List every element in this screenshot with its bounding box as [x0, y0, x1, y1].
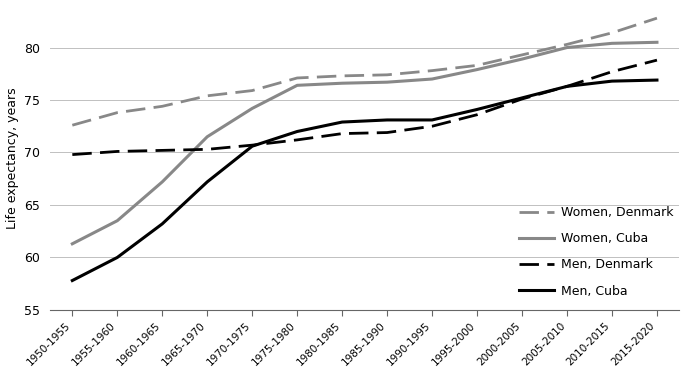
- Men, Denmark: [428, 124, 436, 128]
- Men, Cuba: [293, 129, 301, 134]
- Men, Cuba: [248, 144, 256, 148]
- Men, Denmark: [68, 152, 77, 157]
- Women, Cuba: [653, 40, 661, 44]
- Women, Denmark: [113, 110, 121, 115]
- Men, Denmark: [653, 58, 661, 62]
- Men, Denmark: [473, 113, 481, 117]
- Men, Denmark: [203, 147, 212, 151]
- Men, Denmark: [608, 69, 616, 74]
- Men, Denmark: [293, 138, 301, 142]
- Women, Cuba: [518, 57, 526, 61]
- Women, Cuba: [248, 106, 256, 111]
- Men, Cuba: [338, 120, 346, 124]
- Women, Denmark: [653, 16, 661, 21]
- Men, Cuba: [428, 118, 436, 122]
- Men, Cuba: [518, 96, 526, 100]
- Line: Men, Cuba: Men, Cuba: [73, 80, 657, 280]
- Women, Cuba: [608, 41, 616, 46]
- Men, Cuba: [68, 278, 77, 283]
- Men, Cuba: [563, 84, 571, 89]
- Women, Cuba: [428, 77, 436, 81]
- Y-axis label: Life expectancy, years: Life expectancy, years: [5, 87, 18, 229]
- Line: Men, Denmark: Men, Denmark: [73, 60, 657, 154]
- Women, Denmark: [203, 94, 212, 98]
- Women, Denmark: [248, 88, 256, 93]
- Women, Cuba: [68, 242, 77, 246]
- Legend: Women, Denmark, Women, Cuba, Men, Denmark, Men, Cuba: Women, Denmark, Women, Cuba, Men, Denmar…: [519, 206, 673, 298]
- Women, Denmark: [608, 31, 616, 35]
- Men, Cuba: [608, 79, 616, 83]
- Men, Cuba: [653, 78, 661, 82]
- Women, Denmark: [428, 68, 436, 73]
- Men, Denmark: [563, 84, 571, 89]
- Men, Denmark: [338, 131, 346, 136]
- Men, Cuba: [383, 118, 391, 122]
- Men, Cuba: [158, 222, 166, 226]
- Women, Cuba: [338, 81, 346, 85]
- Men, Denmark: [158, 148, 166, 153]
- Women, Cuba: [383, 80, 391, 84]
- Line: Women, Denmark: Women, Denmark: [73, 18, 657, 125]
- Women, Cuba: [473, 68, 481, 72]
- Women, Cuba: [203, 135, 212, 139]
- Women, Denmark: [158, 104, 166, 109]
- Women, Denmark: [563, 42, 571, 47]
- Men, Cuba: [473, 107, 481, 112]
- Men, Denmark: [113, 149, 121, 154]
- Men, Cuba: [113, 255, 121, 260]
- Men, Denmark: [383, 130, 391, 135]
- Women, Denmark: [473, 63, 481, 68]
- Women, Denmark: [68, 123, 77, 128]
- Men, Denmark: [518, 97, 526, 101]
- Women, Denmark: [293, 76, 301, 80]
- Women, Cuba: [563, 45, 571, 50]
- Women, Denmark: [383, 73, 391, 77]
- Women, Denmark: [338, 73, 346, 78]
- Line: Women, Cuba: Women, Cuba: [73, 42, 657, 244]
- Women, Denmark: [518, 53, 526, 57]
- Women, Cuba: [113, 219, 121, 223]
- Men, Cuba: [203, 180, 212, 184]
- Men, Denmark: [248, 143, 256, 147]
- Women, Cuba: [158, 180, 166, 184]
- Women, Cuba: [293, 83, 301, 88]
